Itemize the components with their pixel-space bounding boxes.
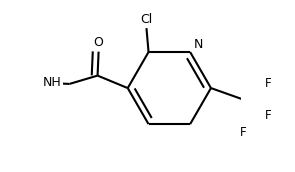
Text: Cl: Cl	[140, 13, 153, 26]
Text: F: F	[240, 126, 247, 139]
Text: F: F	[264, 109, 271, 122]
Text: N: N	[193, 38, 203, 51]
Text: F: F	[264, 77, 271, 90]
Text: O: O	[94, 36, 104, 49]
Text: NH: NH	[43, 76, 62, 89]
